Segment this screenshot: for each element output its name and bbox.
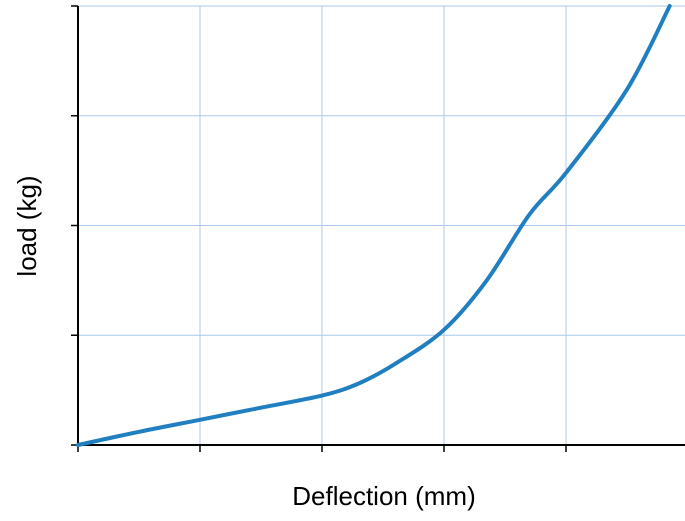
x-axis-title: Deflection (mm) (292, 481, 475, 511)
axis-ticks (71, 5, 567, 452)
series-group (76, 4, 672, 447)
y-axis-title: load (kg) (12, 175, 42, 276)
series-line-0 (76, 4, 672, 447)
grid-lines (78, 5, 685, 445)
